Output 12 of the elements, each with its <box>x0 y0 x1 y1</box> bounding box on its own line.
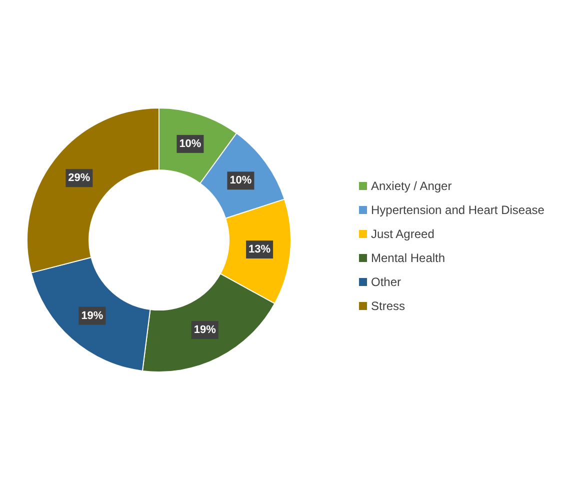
legend-label: Hypertension and Heart Disease <box>371 202 544 216</box>
data-label: 19% <box>81 310 104 322</box>
data-label: 10% <box>179 138 202 150</box>
data-label: 13% <box>248 244 271 256</box>
legend-label: Anxiety / Anger <box>371 178 452 192</box>
data-label: 10% <box>230 174 252 187</box>
legend-label: Stress <box>371 298 406 312</box>
data-label: 29% <box>68 172 90 184</box>
legend-label: Other <box>371 274 402 288</box>
legend-label: Mental Health <box>371 250 446 264</box>
data-label: 19% <box>194 324 216 336</box>
legend-label: Just Agreed <box>371 226 434 240</box>
